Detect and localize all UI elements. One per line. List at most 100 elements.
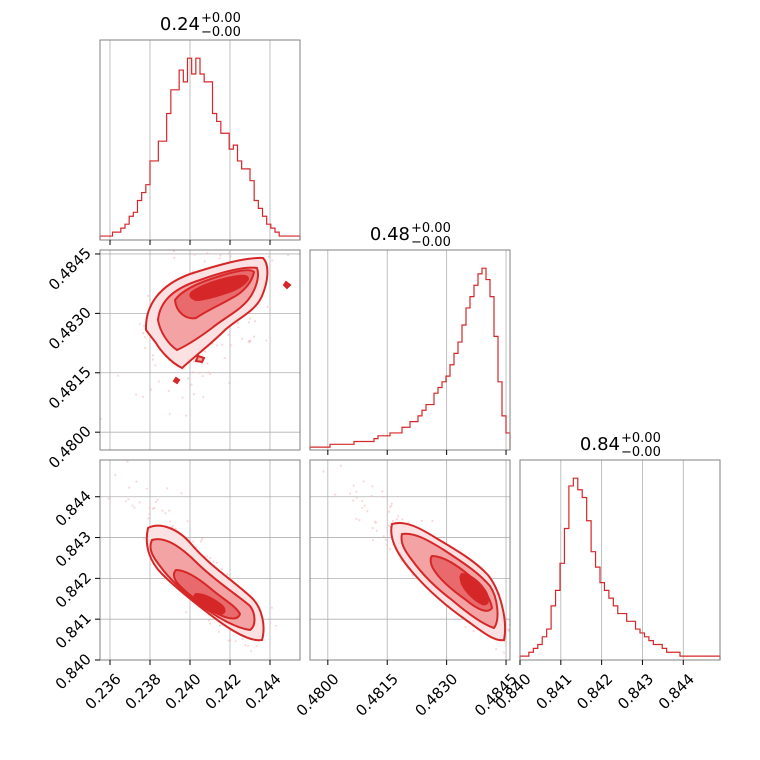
panel-hist-1: 0.48 +0.00 −0.00 — [309, 221, 511, 455]
title-param-2: 0.84 — [580, 434, 620, 455]
sample-point — [375, 529, 378, 532]
sample-point — [144, 336, 147, 339]
x-tick-label: 0.240 — [162, 670, 205, 713]
sample-point — [236, 321, 239, 325]
sample-point — [237, 326, 240, 329]
sample-point — [212, 560, 215, 563]
sample-point — [202, 395, 205, 398]
contour-level-4 — [193, 592, 226, 616]
sample-point — [390, 504, 393, 507]
frame-2d-0-1 — [99, 249, 301, 451]
sample-point — [117, 374, 120, 377]
y-tick-label: 0.842 — [52, 568, 95, 611]
sample-point — [192, 360, 195, 363]
sample-point — [322, 470, 325, 473]
sample-point — [154, 364, 157, 367]
contours-0-1 — [144, 256, 292, 385]
sample-point — [191, 371, 194, 374]
sample-point — [199, 540, 203, 543]
sample-point — [147, 517, 150, 520]
panel-2d-0-1: 0.4800 0.4815 0.4830 0.4845 — [45, 244, 301, 472]
x-tick-label: 0.4830 — [412, 670, 462, 720]
sample-point — [391, 519, 394, 523]
sample-point — [198, 371, 201, 374]
sample-point — [382, 535, 385, 538]
sample-point — [389, 548, 392, 551]
sample-point — [352, 499, 355, 502]
sample-point — [156, 498, 159, 501]
sample-point — [255, 644, 258, 647]
sample-point — [142, 395, 145, 398]
sample-point — [431, 519, 434, 523]
sample-point — [363, 504, 366, 507]
sample-point — [387, 524, 390, 527]
sample-point — [143, 537, 146, 540]
sample-point — [355, 496, 358, 499]
sample-point — [371, 485, 374, 488]
sample-point — [275, 624, 278, 627]
sample-point — [192, 393, 195, 396]
sample-point — [138, 501, 141, 504]
sample-point — [352, 484, 355, 487]
y-tick-label: 0.844 — [52, 487, 95, 530]
contours-0-2 — [145, 524, 265, 642]
sample-point — [164, 512, 167, 515]
sample-point — [503, 640, 506, 643]
sample-point — [218, 257, 221, 260]
panel-hist-0: 0.24 +0.00 −0.00 — [99, 11, 301, 245]
sample-point — [339, 464, 342, 467]
y-tick-label: 0.840 — [52, 650, 95, 693]
contour-fragment — [282, 280, 292, 290]
sample-point — [124, 500, 127, 503]
x-tick-label: 0.843 — [614, 670, 657, 713]
sample-point — [228, 381, 231, 385]
sample-point — [250, 650, 253, 653]
sample-point — [204, 350, 207, 353]
sample-point — [173, 256, 176, 260]
sample-point — [207, 619, 210, 622]
sample-point — [135, 393, 138, 396]
sample-point — [148, 513, 151, 516]
contour-fragment — [194, 354, 206, 364]
sample-point — [358, 519, 361, 522]
sample-point — [171, 524, 175, 527]
sample-point — [215, 561, 218, 565]
sample-point — [185, 414, 188, 417]
sample-point — [186, 520, 189, 523]
sample-point — [271, 259, 274, 262]
sample-point — [253, 335, 256, 338]
histogram-param-1 — [309, 267, 511, 450]
sample-point — [374, 521, 377, 524]
frame-hist-0 — [99, 39, 301, 241]
sample-point — [270, 606, 273, 609]
sample-point — [395, 518, 398, 521]
sample-point — [206, 252, 209, 255]
sample-point — [142, 325, 145, 328]
sample-point — [388, 510, 391, 513]
y-tick-label: 0.841 — [52, 609, 95, 652]
frame-hist-2 — [519, 459, 721, 661]
x-tick-label: 0.242 — [202, 670, 245, 713]
sample-point — [384, 538, 387, 541]
sample-point — [218, 624, 221, 627]
sample-point — [145, 487, 148, 490]
x-tick-label: 0.238 — [122, 670, 165, 713]
sample-point — [247, 321, 250, 324]
sample-point — [472, 630, 475, 633]
sample-point — [201, 375, 204, 378]
sample-point — [187, 377, 190, 380]
sample-point — [334, 493, 337, 496]
sample-point — [234, 640, 237, 643]
sample-point — [151, 354, 154, 357]
sample-point — [184, 611, 188, 614]
sample-point — [166, 487, 169, 490]
sample-point — [180, 492, 183, 495]
sample-point — [209, 557, 212, 560]
sample-point — [154, 500, 158, 504]
sample-point — [151, 358, 154, 361]
sample-point — [420, 519, 423, 523]
sample-point — [401, 518, 404, 521]
